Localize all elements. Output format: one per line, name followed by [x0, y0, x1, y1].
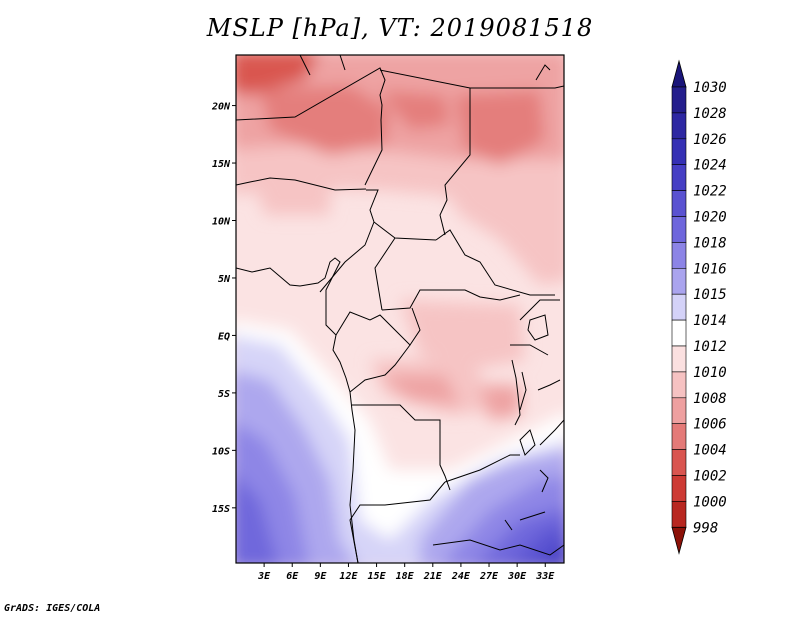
lat-tick-label: 15S: [212, 504, 230, 515]
pressure-field: [236, 55, 564, 563]
lat-tick-label: 10S: [212, 446, 230, 457]
lon-tick-label: 21E: [423, 571, 443, 582]
lat-tick-label: EQ: [218, 331, 230, 342]
colorbar-swatch: [671, 86, 687, 114]
colorbar: 1030 1028 1026 1024 1022 1020 1018 1016 1015 1014…: [671, 59, 727, 555]
lon-tick-label: 33E: [535, 571, 555, 582]
lon-tick-label: 12E: [339, 571, 358, 582]
lat-tick-label: 20N: [211, 102, 231, 113]
colorbar-swatch: [671, 216, 687, 243]
lat-tick-label: 15N: [212, 159, 231, 170]
lat-tick-label: 5S: [218, 389, 230, 400]
colorbar-label: 1022: [693, 184, 727, 200]
colorbar-top-triangle: [671, 59, 687, 88]
colorbar-swatch: [671, 345, 687, 373]
lon-tick-label: 9E: [314, 571, 327, 582]
colorbar-label: 1015: [693, 287, 727, 303]
colorbar-label: 1016: [693, 261, 727, 277]
lon-tick-label: 3E: [257, 571, 271, 582]
colorbar-label: 998: [693, 520, 718, 536]
lon-tick-label: 30E: [507, 571, 527, 582]
colorbar-swatch: [671, 164, 687, 191]
lat-tick-label: 10N: [212, 217, 231, 228]
lon-tick-label: 18E: [396, 571, 415, 582]
colorbar-label: 1002: [693, 469, 727, 485]
colorbar-bottom-triangle: [671, 526, 687, 555]
colorbar-label: 1026: [693, 132, 727, 148]
colorbar-label: 1018: [693, 235, 727, 251]
map-frame: [235, 54, 565, 564]
colorbar-swatch: [671, 319, 687, 347]
colorbar-label: 1014: [693, 313, 727, 329]
map-title: MSLP [hPa], VT: 2019081518: [206, 14, 594, 42]
colorbar-swatch: [671, 293, 687, 321]
colorbar-swatch: [671, 190, 687, 217]
lat-tick-label: 5N: [218, 274, 231, 285]
colorbar-label: 1024: [693, 158, 727, 174]
colorbar-label: 1000: [693, 494, 727, 510]
colorbar-swatch: [671, 138, 687, 166]
colorbar-label: 1020: [693, 210, 727, 226]
colorbar-label: 1006: [693, 417, 727, 433]
colorbar-swatch: [671, 242, 687, 269]
colorbar-label: 1012: [693, 339, 727, 355]
colorbar-swatch: [671, 475, 687, 502]
colorbar-swatch: [671, 112, 687, 140]
lon-tick-label: 24E: [451, 571, 471, 582]
colorbar-label: 1030: [693, 80, 727, 96]
colorbar-label: 1010: [693, 365, 727, 381]
colorbar-label: 1004: [693, 443, 727, 459]
country-borders: [236, 55, 564, 563]
colorbar-label: 1028: [693, 106, 727, 122]
colorbar-swatch: [671, 423, 687, 450]
colorbar-label: 1008: [693, 391, 727, 407]
lon-tick-label: 15E: [368, 571, 387, 582]
colorbar-swatch: [671, 397, 687, 424]
colorbar-swatch: [671, 267, 687, 295]
colorbar-swatch: [671, 449, 687, 476]
longitude-axis: 3E 6E 9E 12E 15E 18E 21E 24E 27E 30E 33E: [257, 563, 555, 582]
grads-credit: GrADS: IGES/COLA: [4, 603, 101, 614]
colorbar-swatch: [671, 501, 687, 528]
lon-tick-label: 27E: [479, 571, 499, 582]
latitude-axis: 20N 15N 10N 5N EQ 5S 10S 15S: [211, 102, 236, 515]
lon-tick-label: 6E: [286, 571, 299, 582]
colorbar-swatch: [671, 371, 687, 399]
